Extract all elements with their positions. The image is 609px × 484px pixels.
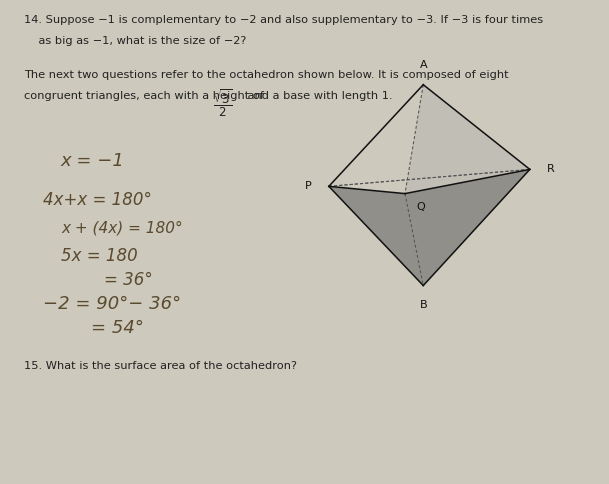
Text: = 36°: = 36° bbox=[104, 271, 152, 289]
Polygon shape bbox=[405, 85, 530, 194]
Text: 15. What is the surface area of the octahedron?: 15. What is the surface area of the octa… bbox=[24, 361, 297, 371]
Polygon shape bbox=[405, 169, 530, 286]
Text: Q: Q bbox=[416, 202, 424, 212]
Text: x + (4x) = 180°: x + (4x) = 180° bbox=[61, 220, 183, 235]
Text: as big as −1, what is the size of −2?: as big as −1, what is the size of −2? bbox=[24, 36, 247, 46]
Text: x = −1: x = −1 bbox=[61, 152, 125, 170]
Text: and a base with length 1.: and a base with length 1. bbox=[244, 91, 392, 101]
Text: The next two questions refer to the octahedron shown below. It is composed of ei: The next two questions refer to the octa… bbox=[24, 70, 509, 80]
Text: A: A bbox=[420, 60, 427, 70]
Text: 4x+x = 180°: 4x+x = 180° bbox=[43, 191, 152, 209]
Text: congruent triangles, each with a height of: congruent triangles, each with a height … bbox=[24, 91, 268, 101]
Polygon shape bbox=[329, 186, 423, 286]
Text: $\dfrac{\sqrt{3}}{2}$: $\dfrac{\sqrt{3}}{2}$ bbox=[213, 87, 233, 119]
Text: P: P bbox=[305, 182, 312, 191]
Text: R: R bbox=[547, 165, 555, 174]
Text: 14. Suppose −1 is complementary to −2 and also supplementary to −3. If −3 is fou: 14. Suppose −1 is complementary to −2 an… bbox=[24, 15, 543, 25]
Text: = 54°: = 54° bbox=[91, 319, 144, 337]
Text: −2 = 90°− 36°: −2 = 90°− 36° bbox=[43, 295, 181, 313]
Text: B: B bbox=[420, 300, 427, 310]
Text: 5x = 180: 5x = 180 bbox=[61, 247, 138, 265]
